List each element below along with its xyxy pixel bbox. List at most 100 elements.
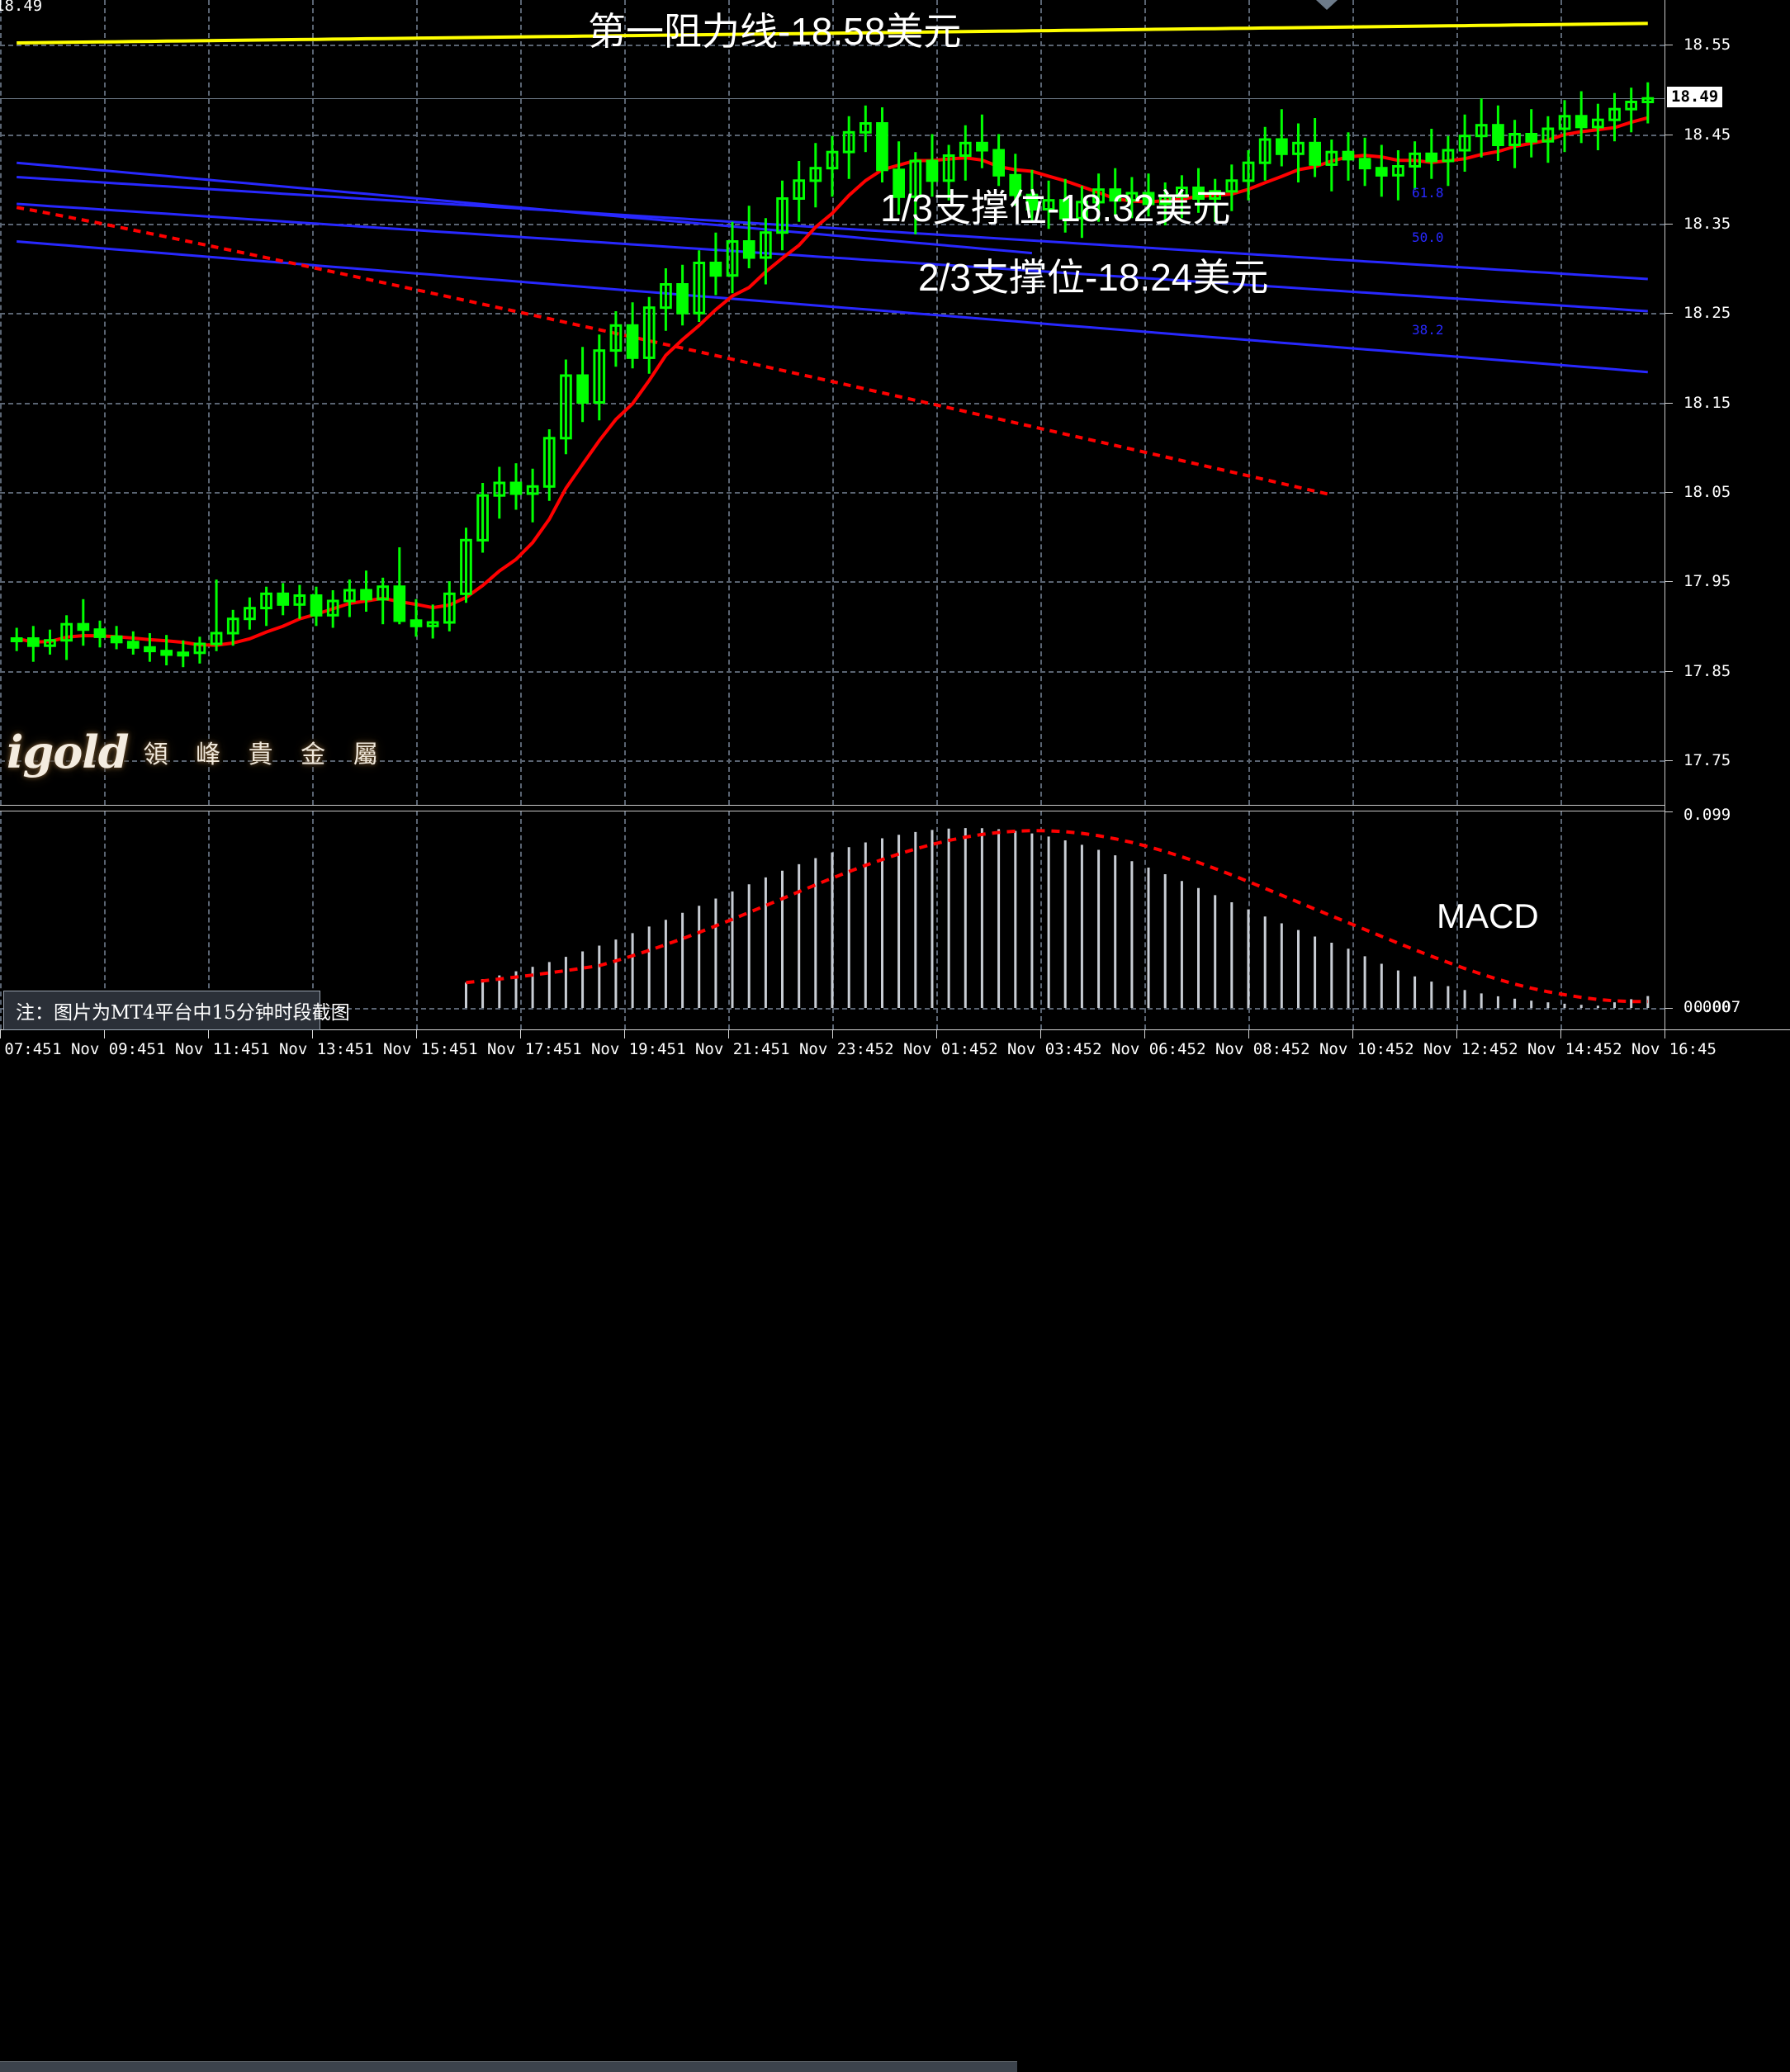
- time-axis-label: 2 Nov 03:45: [988, 1040, 1092, 1058]
- time-axis-tick: [312, 1030, 313, 1038]
- candle-body: [27, 637, 40, 647]
- candle-body: [760, 231, 772, 259]
- watermark-chinese-text: 領 峰 貴 金 屬: [143, 740, 388, 769]
- time-axis-label: 1 Nov 17:45: [468, 1040, 572, 1058]
- candle-body: [493, 481, 506, 497]
- candle-body: [793, 179, 805, 201]
- candle-body: [992, 149, 1006, 177]
- candle-body: [77, 622, 90, 632]
- grid-line-vertical: [1040, 811, 1042, 1029]
- grid-line-vertical: [936, 811, 938, 1029]
- time-axis-label: 1 Nov 13:45: [260, 1040, 364, 1058]
- time-axis-label: 1 Nov 15:45: [364, 1040, 468, 1058]
- candle-body: [1458, 135, 1471, 152]
- price-axis-label: 18.35: [1683, 214, 1731, 233]
- candle-body: [293, 594, 306, 606]
- grid-line-vertical: [312, 811, 314, 1029]
- note-text: 注：图片为MT4平台中15分钟时段截图: [16, 1002, 350, 1024]
- candle-body: [1276, 138, 1288, 155]
- candle-body: [1608, 107, 1621, 121]
- time-axis-tick: [208, 1030, 209, 1038]
- candle-body: [1258, 138, 1271, 164]
- candle-body: [460, 538, 472, 595]
- candle-body: [160, 650, 173, 656]
- candle-body: [1409, 152, 1422, 168]
- price-axis-tick: [1665, 313, 1673, 315]
- price-axis[interactable]: 18.55 18.45 18.35 18.25 18.15 18.05 17.95 17.85…: [1665, 0, 1790, 1029]
- current-price-line: [0, 98, 1665, 100]
- candle-body: [110, 635, 123, 644]
- candle-body: [609, 324, 623, 352]
- candle-body: [560, 374, 572, 440]
- grid-line-horizontal: [0, 313, 1665, 315]
- price-axis-label: 17.95: [1683, 572, 1731, 591]
- time-axis-tick: [936, 1030, 937, 1038]
- fib-label-382: 38.2: [1412, 322, 1444, 338]
- candle-body: [959, 141, 972, 158]
- price-axis-label: 17.85: [1683, 661, 1731, 680]
- time-axis-label: 2 Nov 06:45: [1092, 1040, 1196, 1058]
- time-axis-label: 2 Nov 14:45: [1508, 1040, 1612, 1058]
- candle-body: [443, 592, 456, 624]
- price-chart-panel[interactable]: 第一阻力线-18.58美元 1/3支撑位-18.32美元 2/3支撑位-18.2…: [0, 0, 1666, 805]
- macd-axis-label-bottom: 0.007: [1693, 998, 1741, 1016]
- candle-body: [193, 642, 206, 655]
- candle-body: [1392, 165, 1404, 177]
- candle-body: [542, 437, 556, 488]
- candle-body: [226, 617, 239, 635]
- price-axis-tick: [1665, 491, 1673, 493]
- time-axis-label: 1 Nov 11:45: [156, 1040, 260, 1058]
- grid-line-vertical: [1144, 811, 1146, 1029]
- current-price-badge: 18.49: [1667, 87, 1723, 108]
- candle-body: [343, 589, 356, 603]
- time-axis-tick: [416, 1030, 417, 1038]
- candle-body: [44, 639, 56, 647]
- candle-body: [876, 122, 888, 172]
- time-axis-label: 1 Nov 09:45: [52, 1040, 156, 1058]
- chart-scrollbar-thumb[interactable]: [0, 2061, 1017, 2072]
- time-axis-tick: [1352, 1030, 1353, 1038]
- price-axis-label: 18.45: [1683, 125, 1731, 144]
- grid-line-horizontal: [0, 491, 1665, 494]
- candle-body: [260, 592, 272, 610]
- candle-body: [360, 589, 372, 601]
- candle-body: [177, 651, 190, 657]
- watermark-logo: igold 領 峰 貴 金 屬: [7, 726, 388, 778]
- grid-line-vertical: [104, 811, 106, 1029]
- candle-body: [210, 632, 223, 646]
- time-axis[interactable]: 07:45 1 Nov 09:45 1 Nov 11:45 1 Nov 13:45 1 …: [0, 1029, 1790, 1074]
- grid-line-vertical: [0, 811, 2, 1029]
- price-axis-label: 18.05: [1683, 482, 1731, 501]
- price-axis-tick: [1665, 670, 1673, 672]
- candle-body: [10, 637, 23, 642]
- time-axis-label: 2 Nov 01:45: [884, 1040, 988, 1058]
- macd-axis-tick-zero: [1665, 1008, 1673, 1009]
- candle-body: [693, 262, 706, 315]
- candle-body: [1625, 101, 1638, 111]
- grid-line-horizontal: [0, 223, 1665, 225]
- time-axis-tick: [1560, 1030, 1561, 1038]
- candle-body: [576, 374, 589, 404]
- candle-body: [426, 621, 439, 627]
- candle-body: [1442, 149, 1455, 163]
- candle-body: [1375, 167, 1388, 177]
- candle-body: [626, 324, 639, 359]
- candle-body: [642, 306, 656, 359]
- time-axis-tick: [832, 1030, 833, 1038]
- chart-position-marker-icon: [1316, 0, 1338, 10]
- annotation-support-one-third: 1/3支撑位-18.32美元: [880, 187, 1231, 229]
- macd-axis-label-top: 0.099: [1683, 806, 1731, 824]
- candle-body: [326, 599, 339, 617]
- candle-body: [1292, 141, 1305, 155]
- grid-line-vertical: [1248, 811, 1250, 1029]
- time-axis-label: 2 Nov 12:45: [1404, 1040, 1508, 1058]
- grid-line-horizontal: [0, 759, 1665, 762]
- candle-body: [1575, 115, 1588, 129]
- price-axis-label: 18.25: [1683, 304, 1731, 323]
- annotation-resistance: 第一阻力线-18.58美元: [588, 10, 962, 53]
- grid-line-vertical: [520, 811, 522, 1029]
- time-axis-label: 2 Nov 08:45: [1196, 1040, 1300, 1058]
- candle-body: [126, 641, 140, 649]
- price-axis-label: 17.75: [1683, 750, 1731, 769]
